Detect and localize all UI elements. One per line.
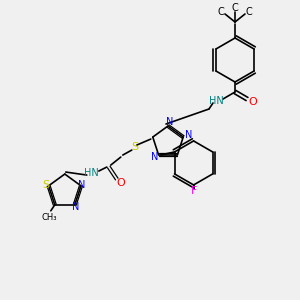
Text: C: C <box>232 3 238 13</box>
Text: HN: HN <box>208 96 224 106</box>
Text: S: S <box>42 180 49 190</box>
Text: S: S <box>131 142 138 152</box>
Text: CH₃: CH₃ <box>41 213 56 222</box>
Text: N: N <box>184 130 192 140</box>
Text: N: N <box>151 152 158 162</box>
Text: F: F <box>190 186 197 196</box>
Text: O: O <box>116 178 125 188</box>
Text: C: C <box>218 7 224 17</box>
Text: O: O <box>249 97 257 107</box>
Text: N: N <box>166 117 174 127</box>
Text: C: C <box>246 7 252 17</box>
Text: N: N <box>78 180 85 190</box>
Text: N: N <box>72 202 80 212</box>
Text: HN: HN <box>84 168 99 178</box>
